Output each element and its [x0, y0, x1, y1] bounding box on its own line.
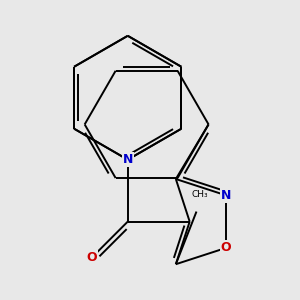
Text: N: N: [122, 153, 133, 166]
Text: N: N: [221, 189, 231, 202]
Text: CH₃: CH₃: [192, 190, 208, 199]
Text: O: O: [87, 251, 97, 264]
Text: O: O: [220, 242, 231, 254]
